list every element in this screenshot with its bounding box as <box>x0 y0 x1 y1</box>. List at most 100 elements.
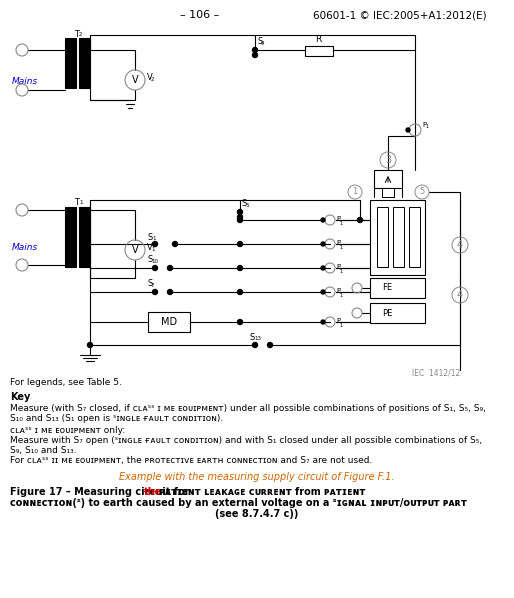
Text: 2: 2 <box>151 77 155 82</box>
Text: 1: 1 <box>353 188 358 197</box>
Circle shape <box>252 53 258 57</box>
Text: Key: Key <box>10 392 30 402</box>
Text: 1: 1 <box>425 124 428 129</box>
Circle shape <box>237 319 243 325</box>
Bar <box>382 188 394 197</box>
Text: S: S <box>147 255 152 264</box>
Text: 13: 13 <box>254 336 261 341</box>
Circle shape <box>321 242 325 246</box>
Text: R: R <box>315 35 321 44</box>
Text: MD: MD <box>161 317 177 327</box>
Text: S: S <box>257 38 262 47</box>
Circle shape <box>153 289 157 294</box>
Text: IEC  1412/12: IEC 1412/12 <box>412 368 460 377</box>
Text: 3: 3 <box>385 155 391 165</box>
Text: Example with the measuring supply circuit of Figure F.1.: Example with the measuring supply circui… <box>119 472 395 482</box>
Bar <box>79 38 90 88</box>
Text: 4: 4 <box>457 290 463 300</box>
Text: P: P <box>336 288 340 294</box>
Text: (see 8.7.4.7 c)): (see 8.7.4.7 c)) <box>215 509 299 519</box>
Circle shape <box>168 266 173 270</box>
Text: S₁₀ and S₁₃ (S₁ open is ˢɪɴɢʟᴇ ғᴀᴜʟᴛ ᴄᴏɴᴅɪᴛɪᴏɴ).: S₁₀ and S₁₃ (S₁ open is ˢɪɴɢʟᴇ ғᴀᴜʟᴛ ᴄᴏɴ… <box>10 414 223 423</box>
Text: V: V <box>132 75 138 85</box>
Circle shape <box>237 215 243 219</box>
Text: 1: 1 <box>339 293 342 298</box>
Text: Mains: Mains <box>12 243 38 252</box>
Bar <box>65 38 76 88</box>
Circle shape <box>321 290 325 294</box>
Text: V: V <box>147 243 153 252</box>
Bar <box>79 207 90 267</box>
Text: S: S <box>148 233 153 242</box>
Circle shape <box>406 128 410 132</box>
Text: Mains: Mains <box>12 78 38 87</box>
Text: S: S <box>242 200 247 209</box>
Text: 10: 10 <box>151 259 158 264</box>
Text: 5: 5 <box>419 188 425 197</box>
Text: – 106 –: – 106 – <box>180 10 219 20</box>
Text: 1: 1 <box>152 236 156 241</box>
Bar <box>370 303 425 323</box>
Circle shape <box>153 242 157 246</box>
Text: 9: 9 <box>261 41 265 46</box>
Bar <box>65 207 76 267</box>
Text: PE: PE <box>382 309 392 318</box>
Text: 1: 1 <box>339 245 342 250</box>
Circle shape <box>321 218 325 222</box>
Circle shape <box>321 320 325 324</box>
Text: V: V <box>132 245 138 255</box>
Text: ᴘᴀᴛɪᴇɴᴛ ʟᴇᴀᴋᴀɢᴇ ᴄᴜʀʀᴇɴᴛ from ᴘᴀᴛɪᴇɴᴛ: ᴘᴀᴛɪᴇɴᴛ ʟᴇᴀᴋᴀɢᴇ ᴄᴜʀʀᴇɴᴛ from ᴘᴀᴛɪᴇɴᴛ <box>156 487 365 497</box>
Text: Figure 17 – Measuring circuit for: Figure 17 – Measuring circuit for <box>10 487 190 497</box>
Text: For legends, see Table 5.: For legends, see Table 5. <box>10 378 122 387</box>
Text: the: the <box>143 487 162 497</box>
Text: 60601-1 © IEC:2005+A1:2012(E): 60601-1 © IEC:2005+A1:2012(E) <box>313 10 487 20</box>
Circle shape <box>168 289 173 294</box>
Text: 1: 1 <box>151 247 155 252</box>
Circle shape <box>237 242 243 246</box>
Text: 5: 5 <box>246 203 249 208</box>
Text: ᴄʟᴀˢˢ ɪ ᴍᴇ ᴇᴏᴜɪᴘᴍᴇɴᴛ only:: ᴄʟᴀˢˢ ɪ ᴍᴇ ᴇᴏᴜɪᴘᴍᴇɴᴛ only: <box>10 426 125 435</box>
Bar <box>370 278 425 298</box>
Text: S: S <box>147 279 152 288</box>
Text: V: V <box>147 74 153 83</box>
Circle shape <box>237 266 243 270</box>
Text: S: S <box>250 332 255 341</box>
Text: 1: 1 <box>79 200 83 205</box>
Circle shape <box>237 218 243 222</box>
Bar <box>148 312 190 332</box>
Circle shape <box>153 266 157 270</box>
Text: Measure with S₇ open (ˢɪɴɢʟᴇ ғᴀᴜʟᴛ ᴄᴏɴᴅɪᴛɪᴏɴ) and with S₁ closed under all possi: Measure with S₇ open (ˢɪɴɢʟᴇ ғᴀᴜʟᴛ ᴄᴏɴᴅɪ… <box>10 436 482 445</box>
Text: P: P <box>422 122 426 128</box>
Text: ᴄᴏɴɴᴇᴄᴛɪᴏɴ(ˢ) to earth caused by an external voltage on a ˢɪɢɴᴀʟ ɪɴᴘᴜᴛ/ᴏᴜᴛᴘᴜᴛ ᴘᴀ: ᴄᴏɴɴᴇᴄᴛɪᴏɴ(ˢ) to earth caused by an exte… <box>10 498 467 508</box>
Text: S₉, S₁₀ and S₁₃.: S₉, S₁₀ and S₁₃. <box>10 446 77 455</box>
Bar <box>393 207 404 267</box>
Circle shape <box>358 218 362 222</box>
Circle shape <box>267 343 272 347</box>
Text: T: T <box>74 198 79 207</box>
Text: FE: FE <box>382 283 392 292</box>
Circle shape <box>237 289 243 294</box>
Text: 1: 1 <box>339 323 342 328</box>
Bar <box>409 207 420 267</box>
Circle shape <box>321 266 325 270</box>
Text: 1: 1 <box>339 269 342 274</box>
Text: P: P <box>336 216 340 222</box>
Text: P: P <box>336 264 340 270</box>
Bar <box>370 200 425 275</box>
Text: 4: 4 <box>457 240 463 250</box>
Text: T: T <box>74 30 79 39</box>
Text: 2: 2 <box>79 32 83 37</box>
Text: For ᴄʟᴀˢˢ ɪɪ ᴍᴇ ᴇᴏᴜɪᴘᴍᴇɴᴛ, the ᴘʀᴏᴛᴇᴄᴛɪᴠᴇ ᴇᴀʀᴛʜ ᴄᴏɴɴᴇᴄᴛɪᴏɴ and S₇ are not used.: For ᴄʟᴀˢˢ ɪɪ ᴍᴇ ᴇᴏᴜɪᴘᴍᴇɴᴛ, the ᴘʀᴏᴛᴇᴄᴛɪᴠ… <box>10 456 372 465</box>
Text: P: P <box>336 318 340 324</box>
Circle shape <box>252 47 258 53</box>
Circle shape <box>173 242 177 246</box>
Circle shape <box>87 343 93 347</box>
Text: 7: 7 <box>151 283 155 288</box>
Bar <box>377 207 388 267</box>
Text: 1: 1 <box>339 221 342 226</box>
Bar <box>374 170 402 188</box>
Text: P: P <box>336 240 340 246</box>
Text: Measure (with S₇ closed, if ᴄʟᴀˢˢ ɪ ᴍᴇ ᴇᴏᴜɪᴘᴍᴇɴᴛ) under all possible combination: Measure (with S₇ closed, if ᴄʟᴀˢˢ ɪ ᴍᴇ ᴇ… <box>10 404 486 413</box>
Circle shape <box>252 343 258 347</box>
Bar <box>305 46 333 56</box>
